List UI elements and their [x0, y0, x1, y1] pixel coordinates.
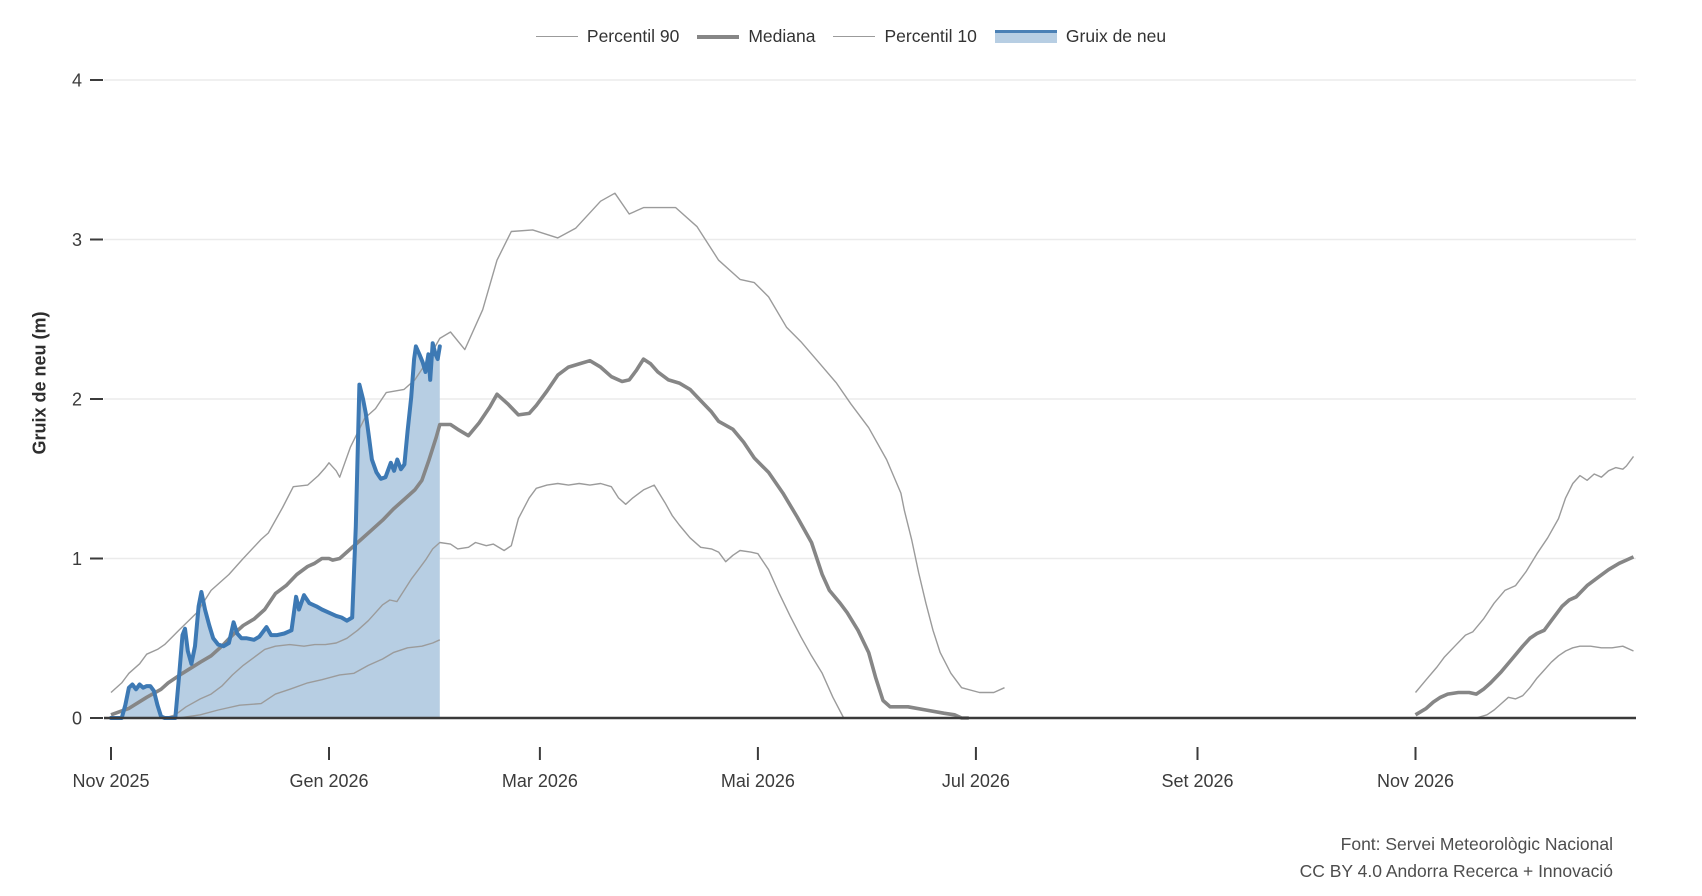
- x-tick-label: Mar 2026: [502, 771, 578, 791]
- legend-label: Percentil 90: [586, 26, 680, 46]
- series-unlabeled-thin-line-under-observed-area: [178, 639, 441, 719]
- legend-label: Gruix de neu: [1065, 26, 1167, 46]
- legend-label: Percentil 10: [884, 26, 977, 46]
- thin-line-swatch-icon: [833, 36, 876, 37]
- y-tick-label-4: 4: [72, 71, 82, 91]
- x-tick-label: Set 2026: [1161, 771, 1233, 791]
- series-percentil-90: [110, 192, 1635, 694]
- y-tick-label-0: 0: [72, 709, 82, 729]
- x-tick-label: Mai 2026: [721, 771, 795, 791]
- x-tick-label: Gen 2026: [289, 771, 368, 791]
- series-percentil-10: [164, 482, 1634, 719]
- legend-item-mediana: Mediana: [697, 26, 815, 47]
- series-mediana: [110, 357, 1635, 720]
- thin-line-swatch-icon: [535, 36, 578, 37]
- snow-depth-area: [111, 343, 440, 718]
- chart-legend: Percentil 90 Mediana Percentil 10 Gruix …: [0, 26, 1702, 47]
- x-tick-label: Nov 2025: [72, 771, 149, 791]
- legend-item-percentil-10: Percentil 10: [833, 26, 977, 47]
- source-credit: Font: Servei Meteorològic Nacional CC BY…: [1300, 831, 1613, 885]
- y-tick-label-3: 3: [72, 230, 82, 250]
- x-tick-label: Jul 2026: [942, 771, 1010, 791]
- legend-label: Mediana: [748, 26, 816, 46]
- x-tick-label: Nov 2026: [1377, 771, 1454, 791]
- thick-line-swatch-icon: [697, 34, 740, 39]
- y-tick-label-2: 2: [72, 390, 82, 410]
- y-tick-label-1: 1: [72, 549, 82, 569]
- source-credit-line1: Font: Servei Meteorològic Nacional: [1340, 834, 1613, 854]
- source-credit-line2: CC BY 4.0 Andorra Recerca + Innovació: [1299, 861, 1613, 881]
- area-swatch-icon: [994, 30, 1057, 43]
- legend-item-gruix-de-neu: Gruix de neu: [994, 26, 1167, 47]
- legend-item-percentil-90: Percentil 90: [535, 26, 680, 47]
